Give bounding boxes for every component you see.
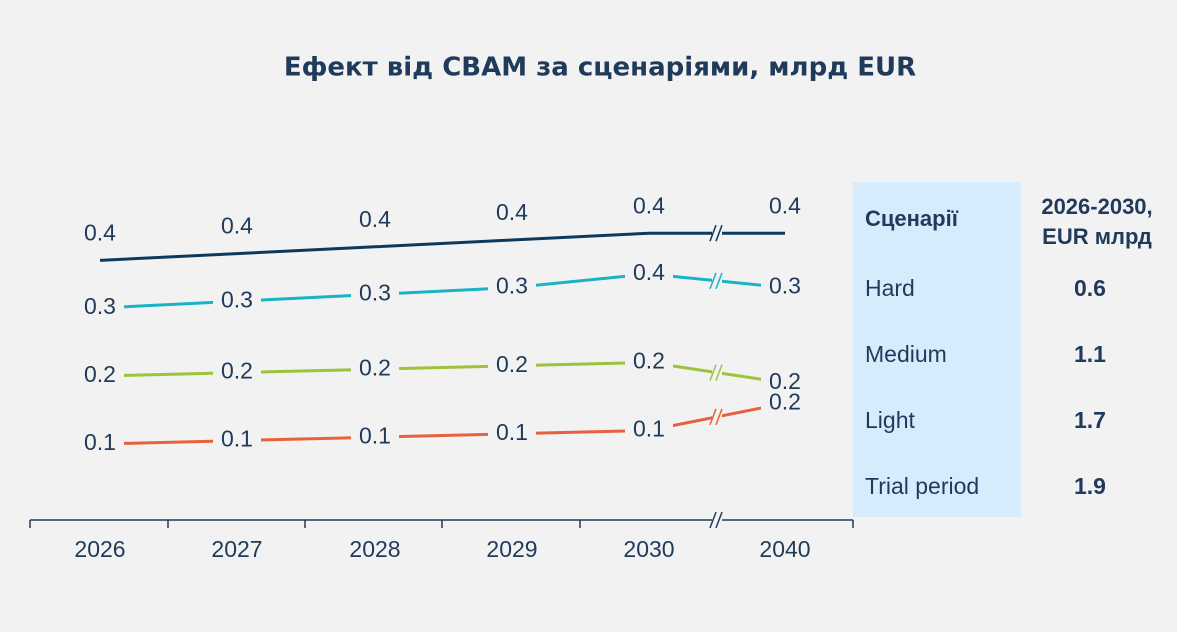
label-bg <box>761 389 809 418</box>
data-label: 0.2 <box>221 358 253 384</box>
data-label: 0.1 <box>359 422 391 448</box>
label-bg <box>76 294 124 322</box>
series-line <box>99 401 786 446</box>
scenario-name: Trial period <box>865 473 980 499</box>
x-tick-label: 2029 <box>486 536 537 562</box>
label-bg <box>76 430 124 458</box>
data-label: 0.2 <box>359 354 391 380</box>
data-label: 0.3 <box>359 279 391 305</box>
break-mark <box>715 272 723 290</box>
label-bg <box>488 273 536 302</box>
label-bg <box>76 362 124 390</box>
label-bg <box>761 273 809 302</box>
series-line <box>99 360 786 385</box>
data-label: 0.1 <box>84 429 116 455</box>
series-line <box>99 231 785 262</box>
data-label: 0.3 <box>84 293 116 319</box>
data-label: 0.3 <box>496 273 528 299</box>
data-label: 0.4 <box>221 213 253 239</box>
scenario-name: Light <box>865 407 915 433</box>
data-label: 0.4 <box>359 206 391 232</box>
data-label: 0.2 <box>84 361 116 387</box>
table-highlight <box>853 182 1021 517</box>
data-label: 0.2 <box>633 347 665 373</box>
x-tick-label: 2026 <box>74 536 125 562</box>
label-bg <box>488 351 536 380</box>
data-label: 0.1 <box>633 415 665 441</box>
data-label: 0.1 <box>221 426 253 452</box>
break-mark <box>715 408 723 426</box>
chart-title: Ефект від CBAM за сценаріями, млрд EUR <box>284 53 916 83</box>
data-label: 0.4 <box>496 199 528 225</box>
break-gap <box>712 362 722 383</box>
scenario-value: 0.6 <box>1074 275 1106 301</box>
label-bg <box>213 426 261 455</box>
break-gap <box>712 223 722 244</box>
x-tick-label: 2030 <box>623 536 674 562</box>
label-bg <box>351 355 399 384</box>
series-line <box>99 272 786 310</box>
break-gap <box>712 270 722 291</box>
data-label: 0.3 <box>221 286 253 312</box>
break-mark <box>709 224 717 242</box>
data-label: 0.4 <box>84 219 116 245</box>
scenario-value: 1.7 <box>1074 407 1106 433</box>
data-label: 0.4 <box>633 192 665 218</box>
label-bg <box>625 416 673 445</box>
label-bg <box>213 287 261 316</box>
break-mark <box>709 272 717 290</box>
scenario-name: Medium <box>865 341 947 367</box>
data-label: 0.3 <box>769 273 801 299</box>
break-mark <box>709 408 717 426</box>
data-label: 0.2 <box>496 351 528 377</box>
label-bg <box>625 348 673 377</box>
label-bg <box>351 423 399 452</box>
x-tick-label: 2028 <box>349 536 400 562</box>
scenario-value: 1.1 <box>1074 341 1106 367</box>
break-mark <box>715 224 723 242</box>
table-header: Сценарії <box>865 206 958 231</box>
scenario-name: Hard <box>865 275 915 301</box>
label-bg <box>213 358 261 387</box>
data-label: 0.1 <box>496 419 528 445</box>
data-label: 0.2 <box>769 388 801 414</box>
label-bg <box>625 260 673 288</box>
x-tick-label: 2027 <box>211 536 262 562</box>
label-bg <box>488 419 536 448</box>
break-gap <box>712 406 722 427</box>
label-bg <box>351 280 399 309</box>
x-tick-label: 2040 <box>759 536 810 562</box>
break-mark <box>715 364 723 381</box>
data-label: 0.4 <box>633 259 665 285</box>
table-header: 2026-2030, EUR млрд <box>1041 194 1153 249</box>
break-mark <box>709 364 717 381</box>
data-label: 0.4 <box>769 192 801 218</box>
scenario-value: 1.9 <box>1074 473 1106 499</box>
axis-ticks <box>29 511 854 529</box>
